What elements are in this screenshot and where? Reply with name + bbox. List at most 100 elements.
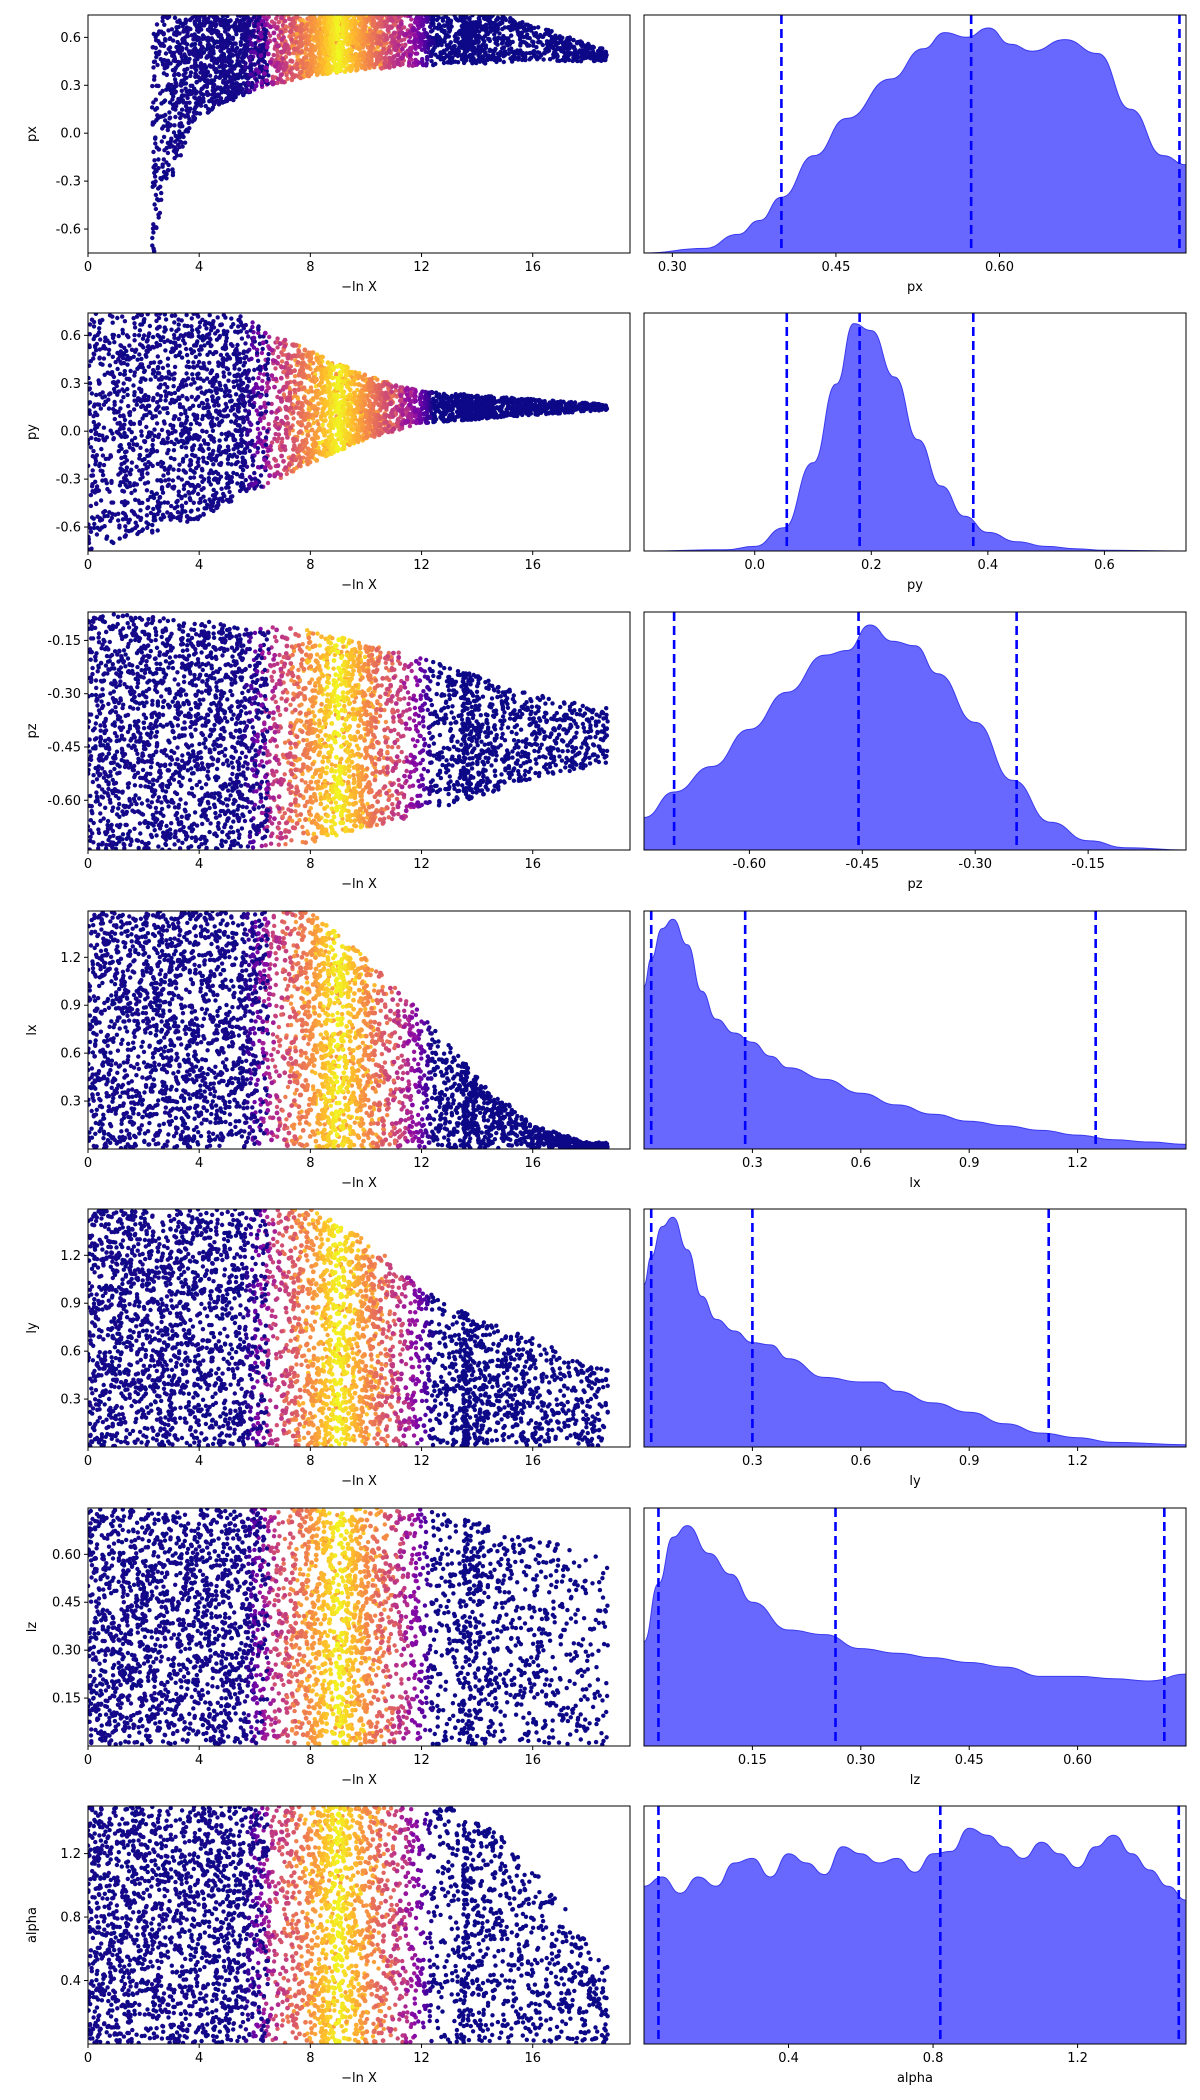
scatter-point <box>150 235 155 241</box>
scatter-point <box>470 15 475 18</box>
scatter-point <box>326 15 332 19</box>
scatter-point <box>193 72 198 78</box>
scatter-point <box>260 75 265 80</box>
scatter-point <box>155 197 160 202</box>
scatter-point <box>164 160 169 165</box>
scatter-point <box>427 42 432 47</box>
scatter-point <box>177 121 182 127</box>
scatter-point <box>578 58 583 64</box>
scatter-point <box>293 27 299 33</box>
scatter-point <box>483 50 488 55</box>
scatter-point <box>249 41 254 46</box>
scatter-point <box>156 166 161 171</box>
scatter-point <box>205 54 210 59</box>
scatter-point <box>150 334 156 340</box>
scatter-point <box>153 374 158 379</box>
scatter-point <box>331 51 337 57</box>
scatter-point <box>208 64 214 69</box>
scatter-point <box>334 28 340 34</box>
scatter-point <box>88 400 93 405</box>
scatter-point <box>193 35 198 40</box>
scatter-point <box>291 50 296 56</box>
scatter-point <box>165 363 171 368</box>
scatter-point <box>166 46 171 52</box>
scatter-point <box>250 324 255 330</box>
scatter-point <box>355 387 360 393</box>
scatter-point <box>392 54 397 59</box>
scatter-point <box>497 31 502 36</box>
scatter-point <box>322 15 328 19</box>
x-axis-label: −ln X <box>341 280 377 295</box>
scatter-point <box>328 56 334 61</box>
scatter-point <box>557 46 562 51</box>
scatter-point <box>156 147 162 152</box>
scatter-point <box>161 43 167 49</box>
scatter-point <box>382 19 388 25</box>
scatter-point <box>565 36 570 41</box>
scatter-point <box>584 43 589 48</box>
scatter-point <box>180 24 185 29</box>
scatter-point <box>235 342 240 348</box>
scatter-point <box>520 20 525 25</box>
scatter-point <box>507 19 513 24</box>
scatter-point <box>539 34 545 39</box>
scatter-point <box>500 20 505 25</box>
scatter-point <box>153 206 159 212</box>
scatter-point <box>307 48 313 53</box>
scatter-point <box>378 34 384 40</box>
scatter-point <box>286 50 292 56</box>
posterior-area <box>643 27 1187 254</box>
scatter-point <box>413 46 418 51</box>
scatter-point <box>241 36 247 41</box>
scatter-point <box>436 15 441 20</box>
scatter-point <box>138 508 143 513</box>
scatter-point <box>422 27 427 32</box>
scatter-point <box>448 40 453 45</box>
scatter-point <box>160 15 165 20</box>
scatter-point <box>179 54 184 59</box>
scatter-point <box>221 331 226 337</box>
scatter-point <box>369 52 375 57</box>
scatter-point <box>332 57 338 62</box>
scatter-point <box>223 98 229 103</box>
scatter-point <box>280 56 286 61</box>
scatter-point <box>534 34 539 39</box>
scatter-point <box>310 16 316 21</box>
scatter-point <box>182 27 187 33</box>
scatter-point <box>279 61 285 66</box>
scatter-point <box>294 15 300 20</box>
scatter-point <box>162 62 167 68</box>
scatter-point <box>322 33 328 39</box>
scatter-point <box>500 15 505 18</box>
scatter-point <box>216 102 222 107</box>
scatter-point <box>498 51 503 56</box>
scatter-point <box>573 57 578 62</box>
scatter-point <box>549 38 554 43</box>
scatter-point <box>276 354 281 360</box>
scatter-point <box>320 45 326 51</box>
scatter-point <box>346 40 352 46</box>
scatter-point <box>453 52 458 57</box>
scatter-point <box>333 67 339 72</box>
scatter-point <box>295 420 301 425</box>
scatter-point <box>309 60 315 66</box>
scatter-point <box>509 59 515 64</box>
scatter-point <box>409 17 414 22</box>
scatter-point <box>239 22 245 27</box>
scatter-point <box>330 28 336 34</box>
scatter-point <box>272 456 277 462</box>
scatter-point <box>249 62 254 67</box>
scatter-point <box>205 81 211 86</box>
scatter-point <box>154 22 160 27</box>
scatter-point <box>152 183 157 188</box>
scatter-point <box>167 36 172 42</box>
scatter-point <box>184 34 189 39</box>
scatter-point <box>337 15 342 19</box>
scatter-point <box>163 389 168 394</box>
scatter-point <box>191 48 196 53</box>
y-tick-label: 0.0 <box>60 127 81 142</box>
scatter-point <box>233 94 238 100</box>
scatter-point <box>463 46 468 51</box>
scatter-point <box>201 18 207 24</box>
scatter-point <box>152 74 157 79</box>
